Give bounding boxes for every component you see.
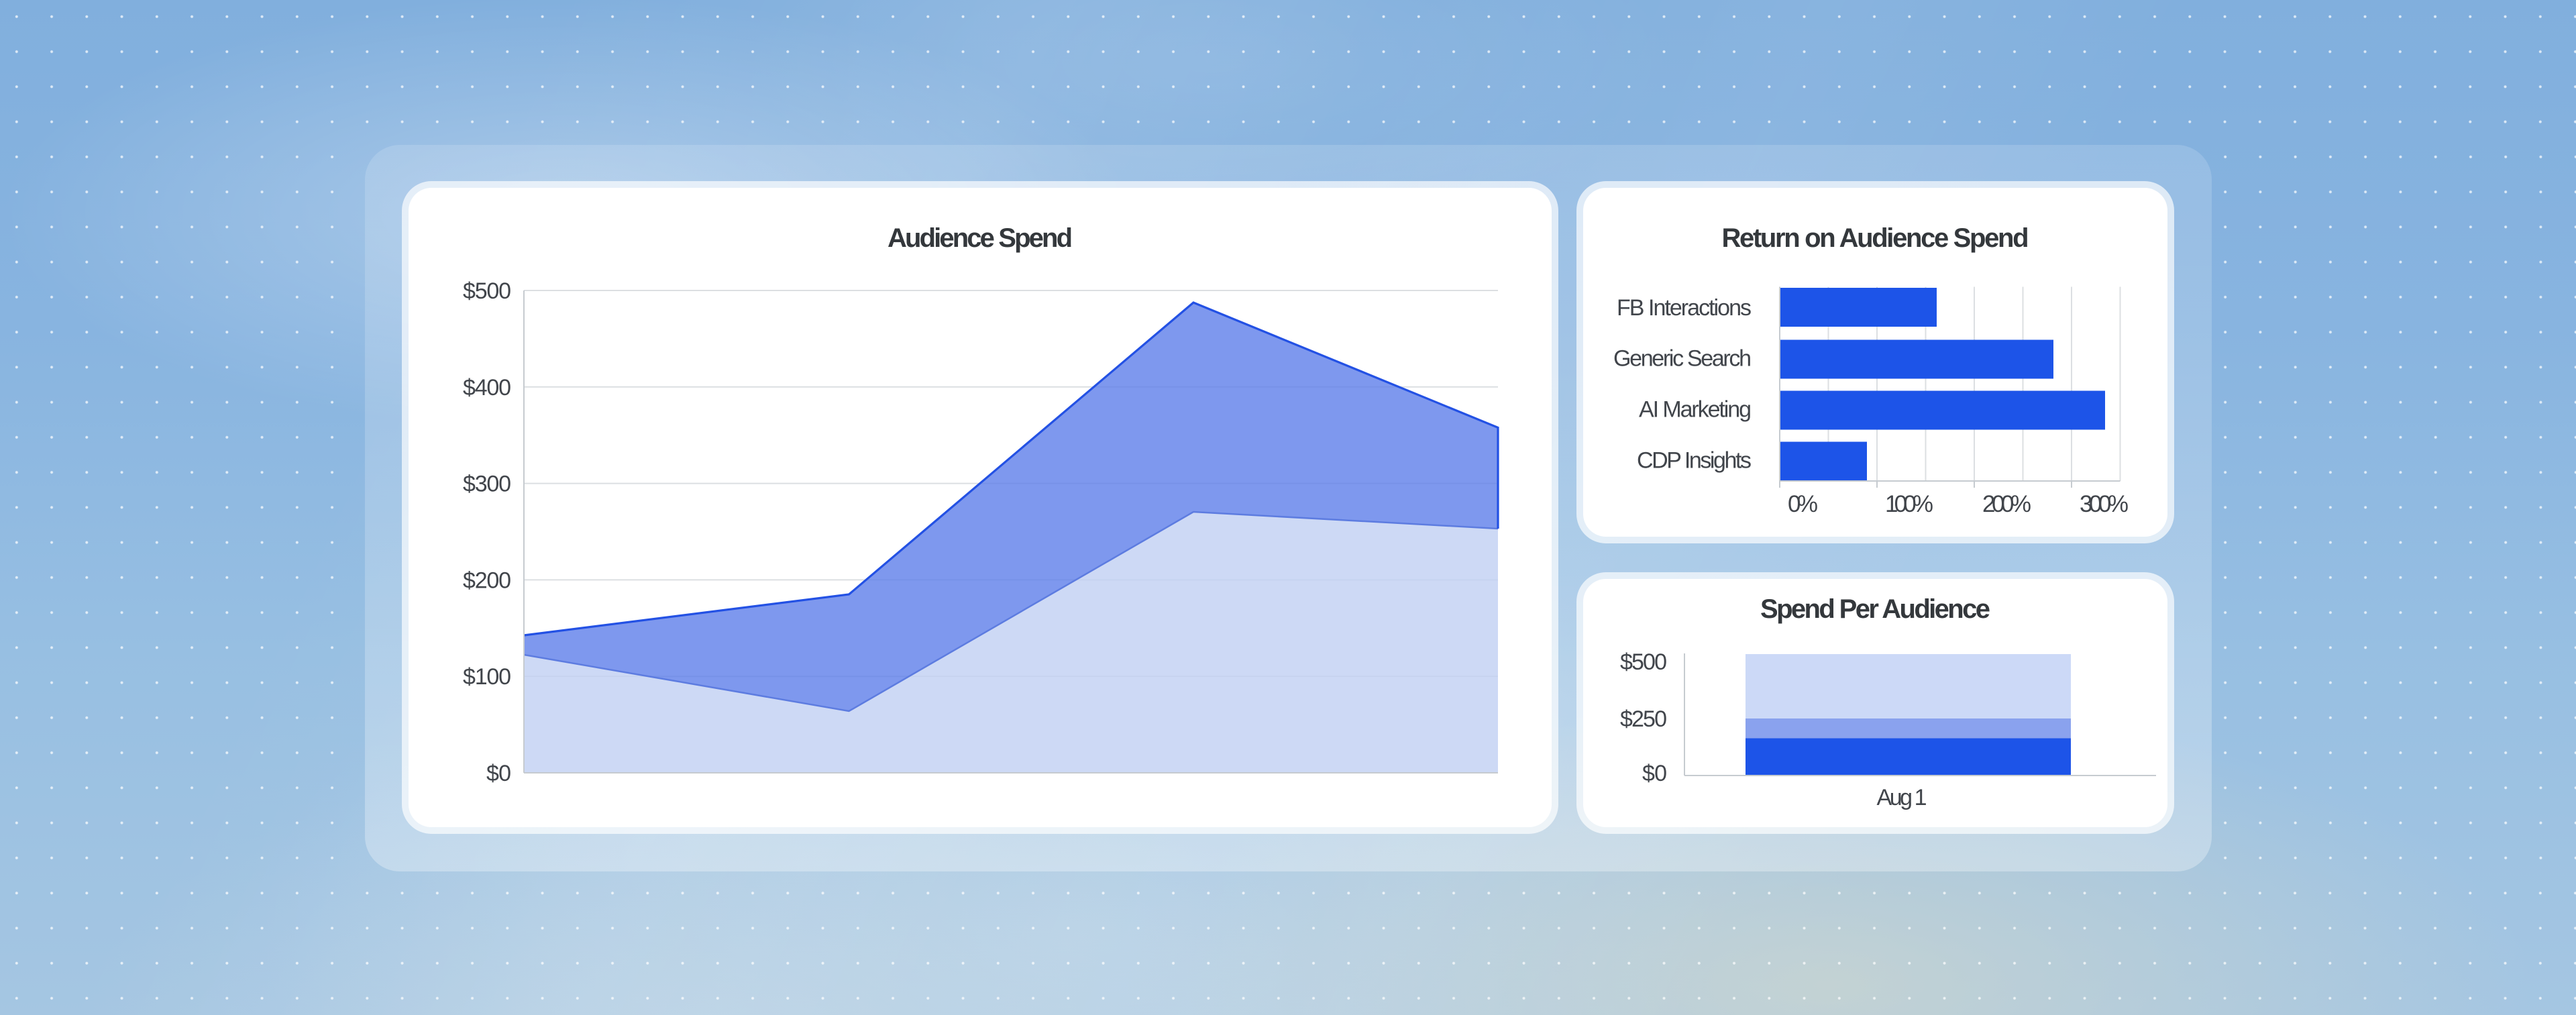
svg-text:Aug 1: Aug 1 <box>1877 785 1927 810</box>
svg-text:Return on Audience Spend: Return on Audience Spend <box>1722 223 2029 253</box>
svg-text:100%: 100% <box>1885 491 1933 517</box>
svg-text:300%: 300% <box>2080 491 2129 517</box>
svg-text:$100: $100 <box>463 664 511 690</box>
svg-text:$200: $200 <box>463 568 511 593</box>
svg-text:$400: $400 <box>463 375 511 400</box>
svg-text:$0: $0 <box>1642 761 1667 786</box>
svg-text:$250: $250 <box>1620 706 1667 732</box>
svg-text:AI Marketing: AI Marketing <box>1639 397 1752 423</box>
svg-text:$300: $300 <box>463 472 511 497</box>
svg-text:$500: $500 <box>463 278 511 304</box>
svg-text:Generic Search: Generic Search <box>1613 346 1752 372</box>
svg-text:Spend Per Audience: Spend Per Audience <box>1760 594 1990 624</box>
svg-text:Audience Spend: Audience Spend <box>888 223 1073 253</box>
svg-text:CDP Insights: CDP Insights <box>1637 448 1752 474</box>
svg-text:$500: $500 <box>1620 649 1667 675</box>
svg-text:$0: $0 <box>486 761 511 786</box>
svg-text:0%: 0% <box>1788 491 1818 517</box>
svg-text:FB Interactions: FB Interactions <box>1617 295 1752 321</box>
svg-text:200%: 200% <box>1982 491 2031 517</box>
